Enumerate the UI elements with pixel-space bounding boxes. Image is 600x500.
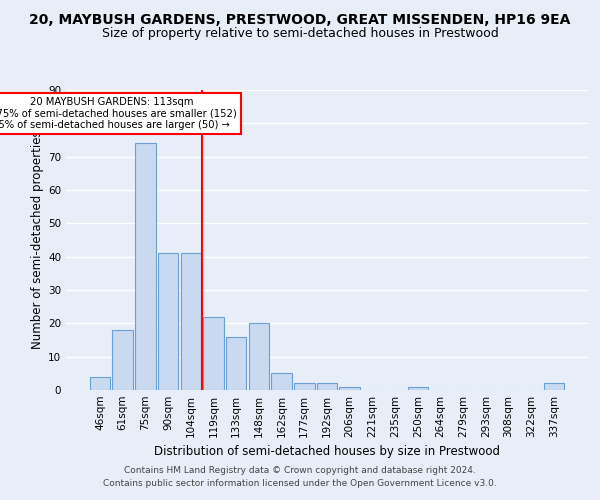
Bar — [90, 376, 110, 390]
Text: Size of property relative to semi-detached houses in Prestwood: Size of property relative to semi-detach… — [101, 28, 499, 40]
Bar — [340, 386, 360, 390]
Y-axis label: Number of semi-detached properties: Number of semi-detached properties — [31, 130, 44, 350]
Text: Contains HM Land Registry data © Crown copyright and database right 2024.
Contai: Contains HM Land Registry data © Crown c… — [103, 466, 497, 487]
Bar — [271, 374, 292, 390]
Bar — [248, 324, 269, 390]
Bar — [158, 254, 178, 390]
Bar — [226, 336, 247, 390]
Text: 20, MAYBUSH GARDENS, PRESTWOOD, GREAT MISSENDEN, HP16 9EA: 20, MAYBUSH GARDENS, PRESTWOOD, GREAT MI… — [29, 12, 571, 26]
Bar — [294, 384, 314, 390]
Bar — [317, 384, 337, 390]
Bar — [407, 386, 428, 390]
Bar — [112, 330, 133, 390]
Bar — [544, 384, 564, 390]
Bar — [181, 254, 201, 390]
X-axis label: Distribution of semi-detached houses by size in Prestwood: Distribution of semi-detached houses by … — [154, 446, 500, 458]
Bar — [135, 144, 155, 390]
Text: 20 MAYBUSH GARDENS: 113sqm
← 75% of semi-detached houses are smaller (152)
25% o: 20 MAYBUSH GARDENS: 113sqm ← 75% of semi… — [0, 96, 237, 130]
Bar — [203, 316, 224, 390]
